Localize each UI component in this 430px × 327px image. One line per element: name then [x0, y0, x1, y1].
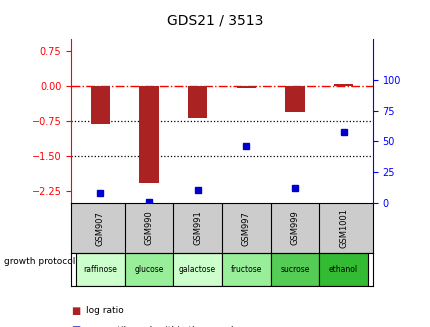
Text: GSM997: GSM997 [241, 211, 250, 246]
Text: GSM1001: GSM1001 [338, 208, 347, 248]
Text: GSM990: GSM990 [144, 211, 153, 246]
Bar [270, 253, 319, 286]
Bar [221, 253, 270, 286]
Bar [285, 86, 304, 112]
Text: fructose: fructose [230, 265, 261, 274]
Text: percentile rank within the sample: percentile rank within the sample [86, 326, 239, 327]
Text: raffinose: raffinose [83, 265, 117, 274]
Text: growth protocol: growth protocol [4, 257, 76, 266]
Text: ■: ■ [71, 325, 80, 327]
Text: GSM999: GSM999 [290, 211, 299, 246]
Bar [173, 253, 221, 286]
Text: glucose: glucose [134, 265, 163, 274]
Bar [319, 253, 367, 286]
Text: ■: ■ [71, 306, 80, 316]
Bar [124, 253, 173, 286]
Text: GDS21 / 3513: GDS21 / 3513 [167, 13, 263, 27]
Text: log ratio: log ratio [86, 306, 124, 315]
Bar [187, 86, 207, 118]
Text: ethanol: ethanol [328, 265, 357, 274]
Text: sucrose: sucrose [280, 265, 309, 274]
Bar [333, 84, 353, 86]
Text: GSM991: GSM991 [193, 211, 202, 246]
Text: galactose: galactose [178, 265, 216, 274]
Text: GSM907: GSM907 [95, 211, 104, 246]
Bar [139, 86, 158, 183]
Bar [90, 86, 110, 124]
Bar [236, 86, 255, 88]
Bar [76, 253, 124, 286]
